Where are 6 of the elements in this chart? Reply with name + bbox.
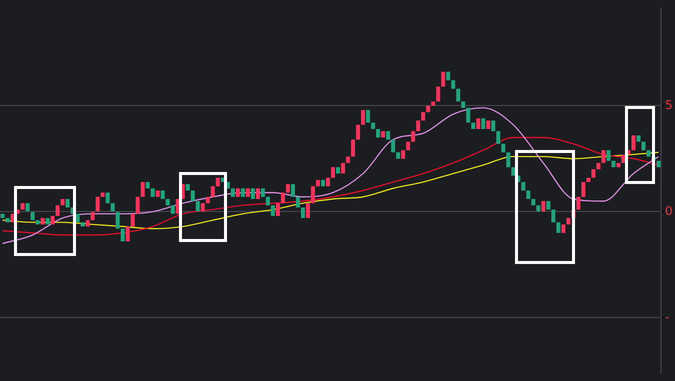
y-tick-label: 0: [665, 204, 673, 218]
y-tick-label: 5: [665, 98, 673, 112]
line-series: [2, 152, 660, 230]
line-series: [2, 136, 660, 236]
line-series: [2, 107, 660, 244]
y-tick-label: -: [665, 310, 670, 324]
